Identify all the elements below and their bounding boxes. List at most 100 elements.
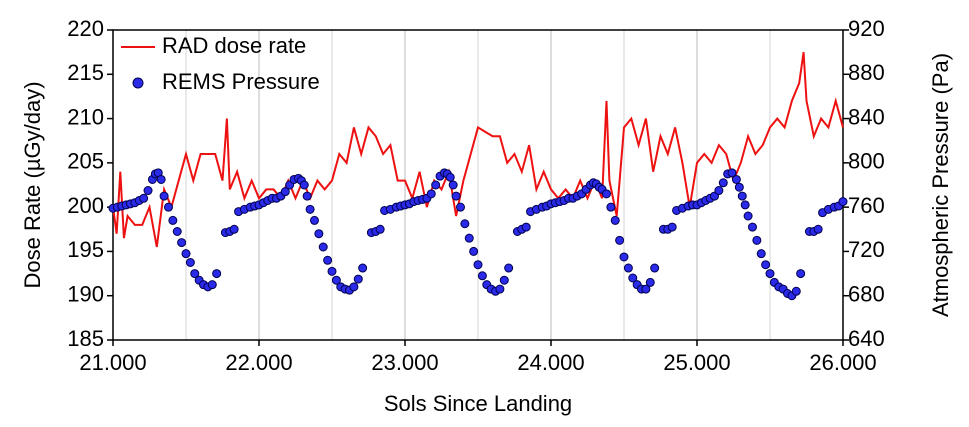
y2-tick-label: 920 xyxy=(848,16,885,41)
legend-label: REMS Pressure xyxy=(162,69,320,94)
pressure-dot xyxy=(358,263,368,273)
pressure-dot xyxy=(495,284,505,294)
pressure-dot xyxy=(426,189,436,199)
pressure-dot xyxy=(727,168,737,178)
pressure-dot xyxy=(791,286,801,296)
pressure-dot xyxy=(796,269,806,279)
pressure-dot xyxy=(431,180,441,190)
pressure-dot xyxy=(327,266,337,276)
rad-line xyxy=(112,52,844,248)
pressure-dot xyxy=(177,238,187,248)
pressure-dot xyxy=(731,174,741,184)
y2-tick-label: 680 xyxy=(848,282,885,307)
y2-tick-label: 760 xyxy=(848,193,885,218)
pressure-dot xyxy=(353,274,363,284)
pressure-dot xyxy=(349,282,359,292)
pressure-dot xyxy=(172,227,182,236)
pressure-dot xyxy=(737,191,747,201)
pressure-dot xyxy=(740,200,750,210)
pressure-dot xyxy=(299,180,309,190)
pressure-dot xyxy=(163,202,173,212)
pressure-dot xyxy=(464,233,474,243)
pressure-dot xyxy=(499,275,509,285)
x-tick-label: 22.000 xyxy=(225,350,292,375)
pressure-dot xyxy=(628,273,638,283)
pressure-dot xyxy=(207,280,217,290)
legend-label: RAD dose rate xyxy=(162,33,306,58)
plot-frame xyxy=(112,29,844,341)
pressure-dot xyxy=(190,269,200,279)
pressure-dot xyxy=(302,191,312,201)
pressure-dot xyxy=(212,269,222,279)
pressure-dot xyxy=(451,191,461,201)
pressure-dot xyxy=(718,178,728,188)
pressure-dot xyxy=(229,224,239,234)
y-tick-label: 210 xyxy=(67,104,104,129)
pressure-dot xyxy=(667,222,677,232)
x-tick-label: 24.000 xyxy=(517,350,584,375)
y-tick-label: 215 xyxy=(67,60,104,85)
pressure-dot xyxy=(455,202,465,212)
y2-tick-label: 720 xyxy=(848,237,885,262)
pressure-dot xyxy=(181,249,191,259)
y2-tick-label: 840 xyxy=(848,104,885,129)
pressure-dot xyxy=(460,219,470,229)
x-tick-label: 21.000 xyxy=(79,350,146,375)
pressure-dot xyxy=(168,215,178,225)
pressure-dot xyxy=(610,215,620,225)
pressure-dot xyxy=(747,222,757,232)
pressure-dot xyxy=(445,172,455,182)
pressure-dot xyxy=(448,180,458,190)
pressure-dot xyxy=(331,275,341,285)
x-tick-label: 25.000 xyxy=(663,350,730,375)
y-axis-label: Dose Rate (µGy/day) xyxy=(20,81,45,288)
pressure-dot xyxy=(765,269,775,279)
y2-tick-label: 880 xyxy=(848,60,885,85)
pressure-dot xyxy=(734,182,744,192)
pressure-dot xyxy=(601,189,611,199)
pressure-dot xyxy=(743,211,753,221)
y-tick-label: 220 xyxy=(67,16,104,41)
pressure-dot xyxy=(375,224,385,234)
pressure-dot xyxy=(756,249,766,259)
y-tick-label: 190 xyxy=(67,282,104,307)
pressure-dot xyxy=(305,204,315,214)
legend-swatch xyxy=(132,77,144,89)
pressure-dot xyxy=(504,263,514,273)
pressure-dot xyxy=(309,215,319,225)
y2-tick-label: 800 xyxy=(848,149,885,174)
x-axis-label: Sols Since Landing xyxy=(384,391,572,416)
x-tick-label: 26.000 xyxy=(809,350,876,375)
pressure-dot xyxy=(143,186,153,196)
pressure-dot xyxy=(473,260,483,270)
pressure-dot xyxy=(813,224,823,234)
pressure-dot xyxy=(185,258,195,267)
pressure-dot xyxy=(521,222,531,232)
pressure-dot xyxy=(650,263,660,273)
y-tick-label: 200 xyxy=(67,193,104,218)
pressure-dot xyxy=(156,174,166,184)
pressure-dot xyxy=(159,191,169,201)
pressure-dot xyxy=(619,252,629,262)
pressure-dot xyxy=(314,229,324,239)
pressure-dot xyxy=(280,187,290,197)
pressure-dot xyxy=(139,193,149,203)
pressure-dot xyxy=(714,186,724,196)
pressure-dot xyxy=(323,255,333,265)
pressure-dot xyxy=(752,235,762,245)
y-tick-label: 195 xyxy=(67,237,104,262)
pressure-dot xyxy=(477,271,487,281)
y-tick-label: 205 xyxy=(67,149,104,174)
x-tick-label: 23.000 xyxy=(371,350,438,375)
pressure-dot xyxy=(838,197,848,207)
y2-axis-label: Atmospheric Pressure (Pa) xyxy=(928,53,953,317)
pressure-dot xyxy=(615,235,625,245)
pressure-dot xyxy=(318,242,328,252)
pressure-dot xyxy=(761,260,771,270)
pressure-dot xyxy=(606,202,616,212)
y-tick-label: 185 xyxy=(67,326,104,351)
pressure-dot xyxy=(469,246,479,256)
pressure-dot xyxy=(641,284,651,294)
pressure-dot xyxy=(623,263,633,273)
